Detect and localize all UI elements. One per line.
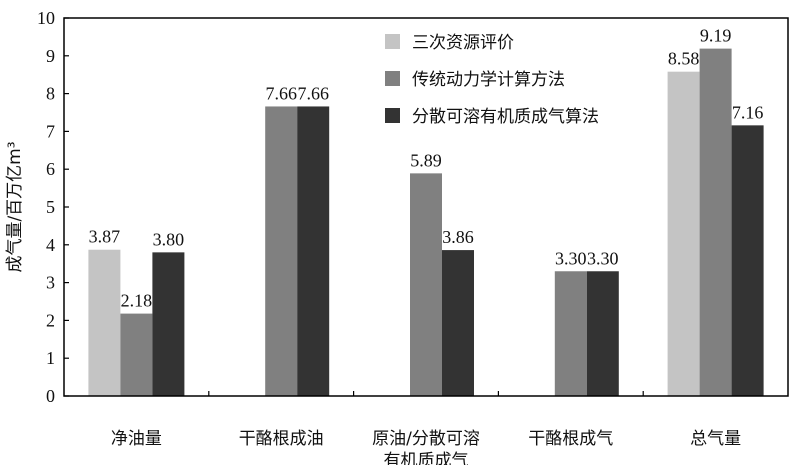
y-tick-label: 2 — [46, 310, 55, 330]
y-tick-label: 1 — [46, 348, 55, 368]
bar — [699, 48, 732, 396]
data-label: 2.18 — [121, 291, 153, 311]
bar — [265, 106, 298, 397]
bar — [442, 250, 474, 396]
data-label: 7.66 — [265, 83, 297, 103]
y-tick-label: 0 — [46, 386, 55, 406]
data-label: 3.30 — [587, 248, 619, 268]
data-label: 3.80 — [153, 229, 185, 249]
y-tick-label: 7 — [46, 121, 55, 141]
x-tick-label: 干酪根成油 — [239, 429, 324, 449]
bar — [88, 249, 121, 396]
y-axis-ticks: 0 1 2 3 4 5 6 7 8 9 10 — [37, 8, 69, 406]
x-tick-label: 总气量 — [690, 429, 741, 449]
data-label: 3.86 — [442, 227, 474, 247]
bar — [410, 173, 442, 396]
data-label: 7.16 — [732, 102, 764, 122]
x-tick-label: 干酪根成气 — [528, 429, 613, 449]
bar — [120, 313, 153, 396]
bar — [667, 71, 700, 397]
y-tick-label: 10 — [37, 8, 55, 28]
y-axis-title: 成气量/百万亿m³ — [5, 141, 25, 272]
y-tick-label: 4 — [46, 235, 55, 255]
bar — [554, 271, 587, 396]
legend-label: 传统动力学计算方法 — [412, 70, 565, 90]
bar — [297, 106, 330, 397]
legend-swatch — [385, 34, 400, 49]
y-tick-label: 3 — [46, 273, 55, 293]
x-axis-ticks: 净油量 干酪根成油 原油/分散可溶有机质成气 干酪根成气 总气量 — [111, 391, 741, 465]
value-labels: 3.87 2.18 3.80 7.66 7.66 5.89 3.86 3.30 3.30 8.58… — [89, 26, 764, 311]
data-label: 3.30 — [555, 248, 587, 268]
legend-label: 分散可溶有机质成气算法 — [412, 107, 599, 127]
data-label: 3.87 — [89, 227, 121, 247]
bars — [88, 48, 764, 397]
bar — [731, 125, 764, 397]
data-label: 5.89 — [410, 150, 442, 170]
x-tick-label: 有机质成气 — [384, 451, 469, 465]
y-axis-label: 成气量/百万亿m³ — [5, 141, 25, 272]
data-label: 7.66 — [297, 83, 329, 103]
legend-swatch — [385, 108, 400, 123]
legend-swatch — [385, 71, 400, 86]
data-label: 8.58 — [668, 49, 700, 69]
legend-label: 三次资源评价 — [412, 33, 514, 53]
plot-frame — [63, 17, 789, 397]
x-tick-label: 净油量 — [111, 429, 162, 449]
y-tick-label: 6 — [46, 159, 55, 179]
bar — [586, 271, 619, 396]
y-tick-label: 9 — [46, 46, 55, 66]
y-tick-label: 5 — [46, 197, 55, 217]
bar — [152, 252, 185, 396]
x-tick-label: 原油/分散可溶 — [372, 429, 480, 449]
y-tick-label: 8 — [46, 84, 55, 104]
data-label: 9.19 — [700, 26, 732, 46]
